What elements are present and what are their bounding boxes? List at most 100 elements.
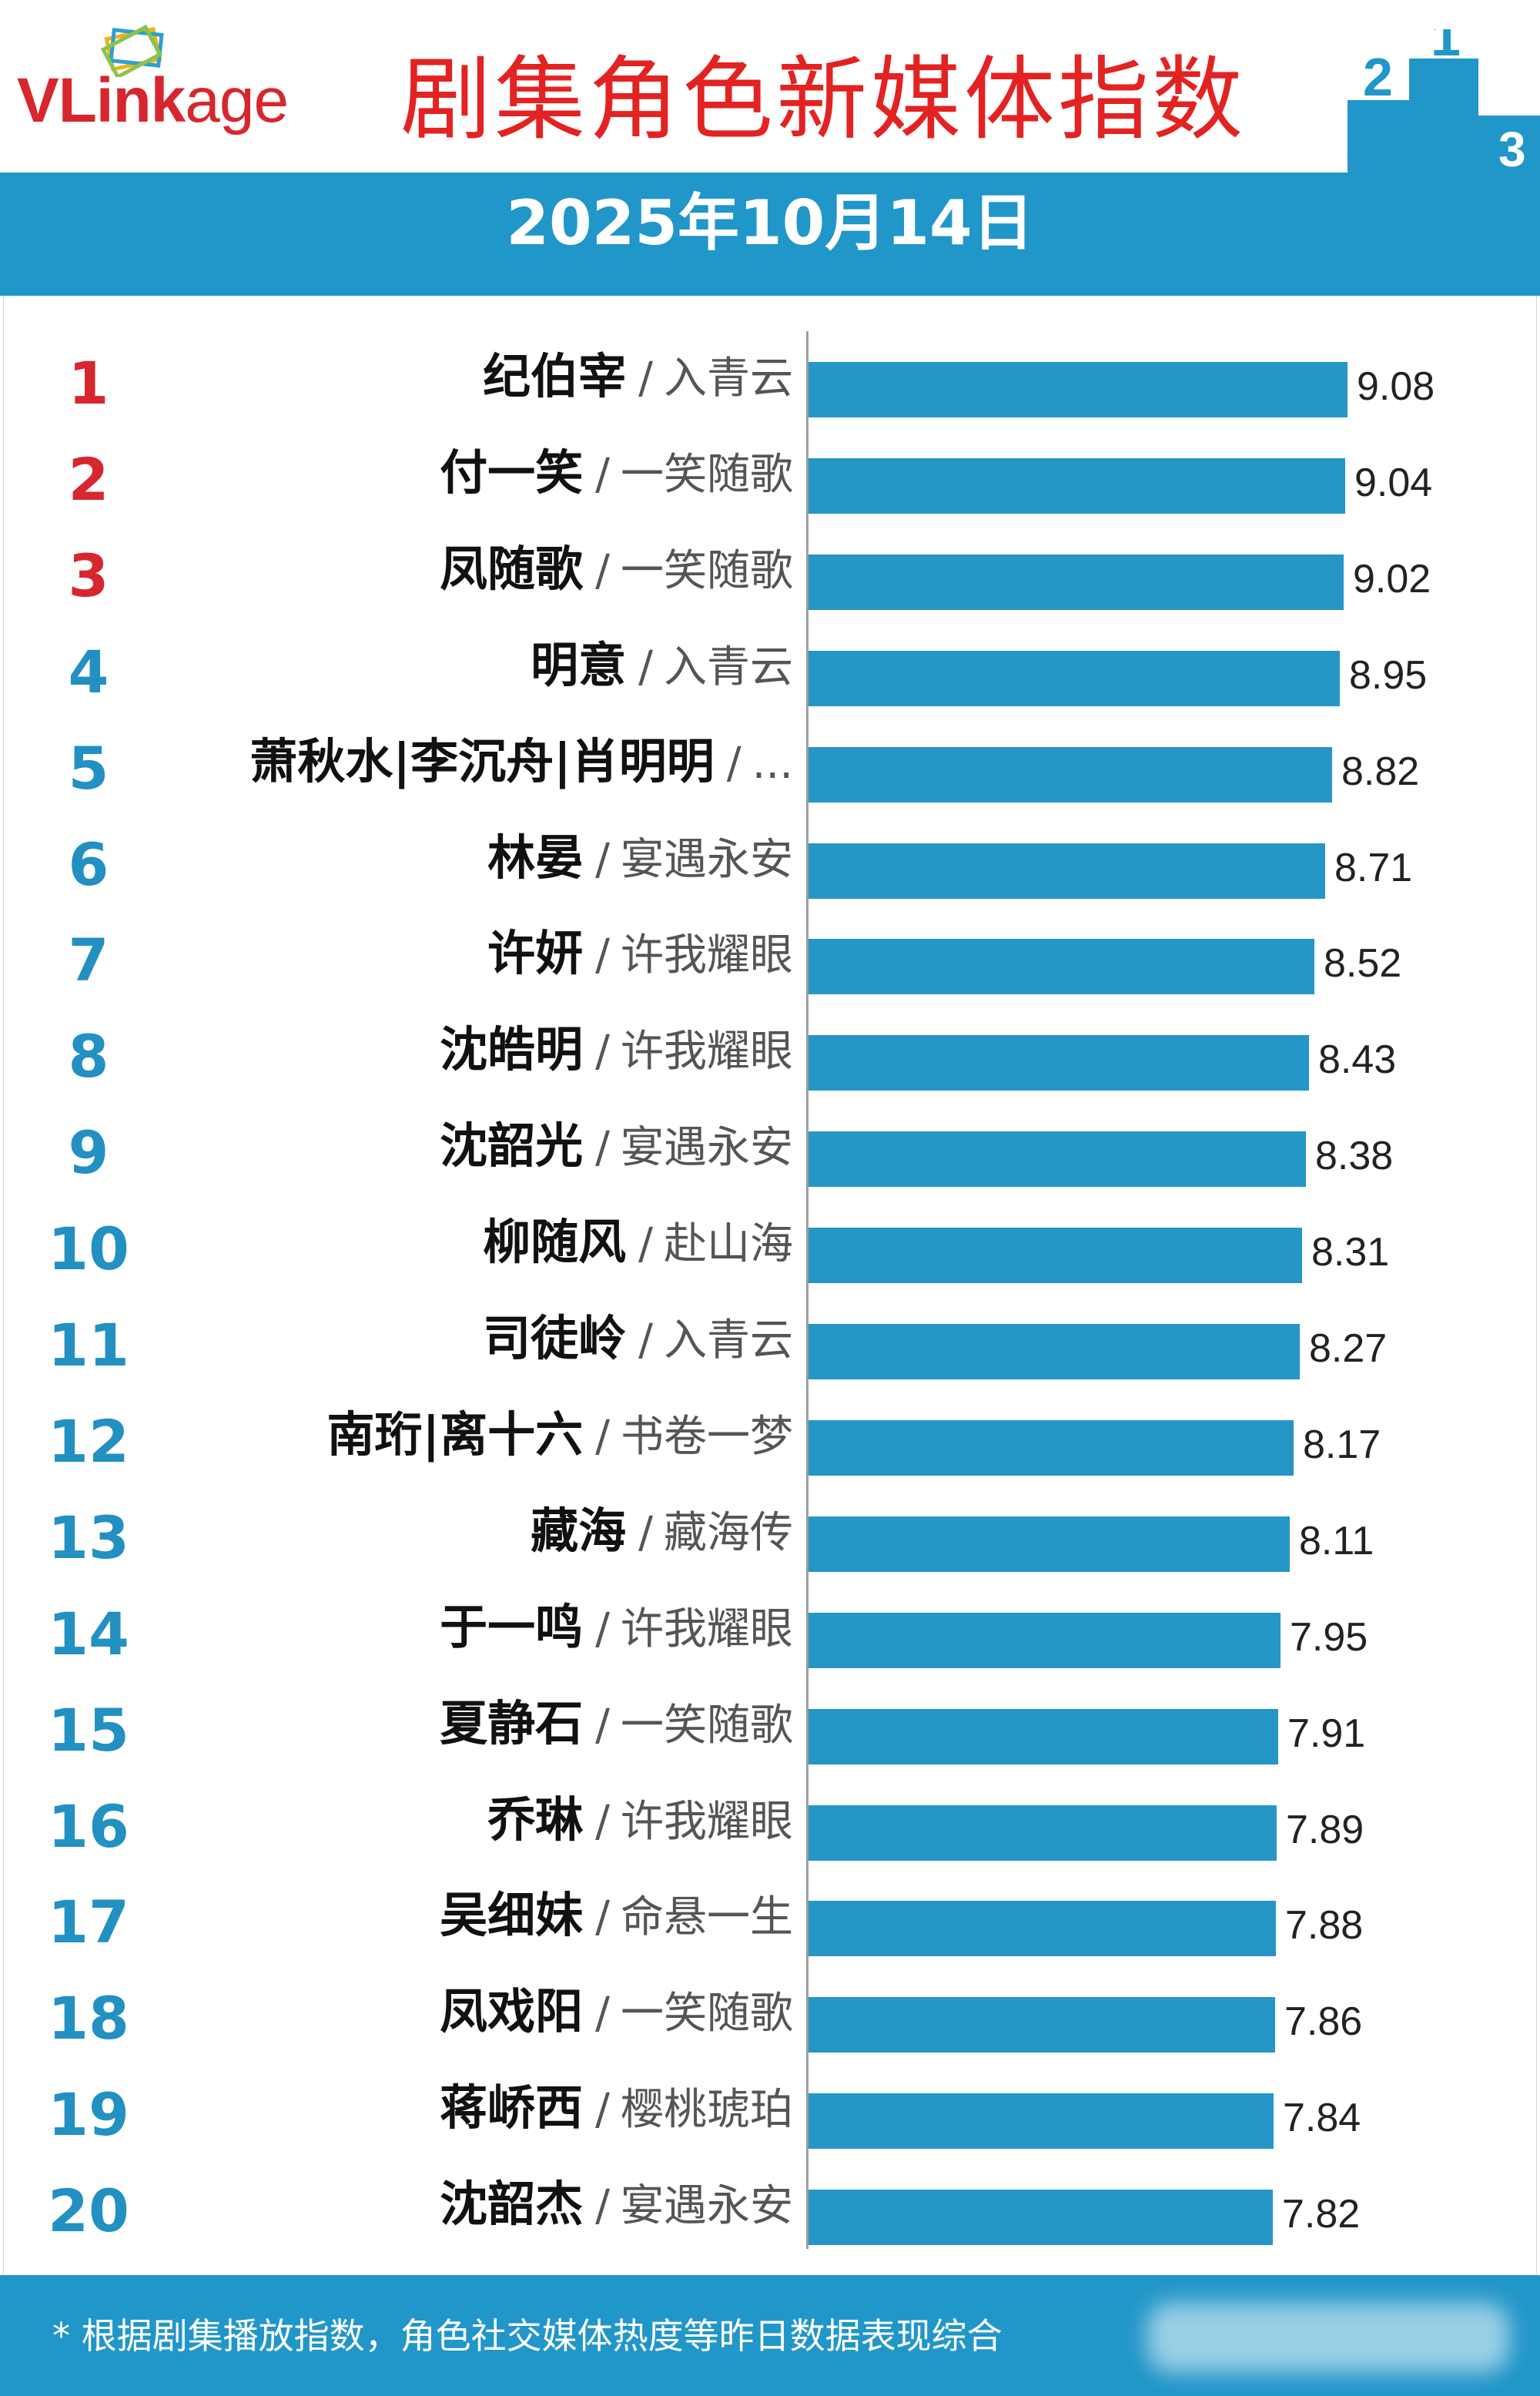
label-separator: / — [638, 642, 653, 692]
label-separator: / — [638, 1219, 653, 1270]
chart-axis-line — [806, 331, 808, 2249]
logo-text-bold: VLink — [17, 65, 186, 136]
drama-title: 入青云 — [664, 354, 793, 404]
date-band — [0, 173, 1540, 296]
category-label: 凤随歌 / 一笑随歌 — [440, 545, 793, 593]
header: VLinkage 剧集角色新媒体指数 2 1 3 — [0, 0, 1540, 173]
character-name: 凤戏阳 — [440, 1983, 584, 2040]
drama-title: 宴遇永安 — [621, 1123, 793, 1174]
data-label: 8.71 — [1334, 845, 1413, 890]
chart-row: 7 许妍 / 许我耀眼 8.52 — [0, 913, 1540, 1008]
podium-number-1: 1 — [1431, 29, 1461, 67]
chart-row: 19 蒋峤西 / 樱桃琥珀 7.84 — [0, 2067, 1540, 2163]
drama-title: 许我耀眼 — [621, 1603, 793, 1654]
chart-row: 10 柳随风 / 赴山海 8.31 — [0, 1201, 1540, 1297]
category-label: 萧秋水|李沉舟|肖明明 /... — [249, 737, 793, 786]
rank-number: 5 — [68, 733, 109, 803]
label-separator: / — [638, 354, 653, 404]
category-label: 凤戏阳 / 一笑随歌 — [440, 1988, 793, 2036]
drama-title: 命悬一生 — [621, 1892, 793, 1943]
label-separator: / — [595, 1700, 610, 1751]
data-label: 9.08 — [1357, 364, 1435, 409]
label-separator: / — [595, 1123, 610, 1174]
chart-bar — [808, 939, 1314, 995]
category-label: 于一鸣 / 许我耀眼 — [440, 1603, 793, 1651]
data-label: 7.88 — [1285, 1903, 1364, 1949]
podium-number-2: 2 — [1363, 47, 1393, 107]
chart-bar — [808, 650, 1340, 706]
drama-title: 一笑随歌 — [621, 1989, 793, 2039]
rank-number: 13 — [48, 1503, 129, 1572]
chart-bar — [808, 746, 1332, 803]
character-name: 许妍 — [487, 925, 584, 982]
category-label: 夏静石 / 一笑随歌 — [440, 1699, 793, 1751]
character-name: 乔琳 — [487, 1791, 584, 1848]
chart-bar — [808, 1805, 1277, 1861]
chart-bar — [808, 1324, 1300, 1379]
label-separator: / — [595, 1796, 610, 1847]
category-label: 柳随风 / 赴山海 — [483, 1218, 793, 1266]
label-separator: / — [595, 1411, 610, 1462]
rank-number: 4 — [68, 637, 109, 706]
chart-bar — [808, 1708, 1278, 1764]
character-name: 付一笑 — [440, 444, 584, 501]
rank-number: 6 — [68, 829, 109, 899]
rank-number: 12 — [48, 1406, 129, 1476]
category-label: 纪伯宰 / 入青云 — [483, 353, 793, 400]
character-name: 柳随风 — [483, 1214, 627, 1271]
podium-number-3: 3 — [1498, 122, 1526, 173]
character-name: 夏静石 — [440, 1694, 584, 1751]
chart-row: 11 司徒岭 / 入青云 8.27 — [0, 1298, 1540, 1393]
data-label: 7.89 — [1286, 1807, 1364, 1852]
logo-frames-icon — [100, 24, 164, 77]
chart-bar — [808, 1516, 1290, 1572]
chart-bar — [808, 1131, 1306, 1188]
category-label: 蒋峤西 / 樱桃琥珀 — [440, 2084, 793, 2132]
data-label: 8.11 — [1299, 1518, 1374, 1563]
character-name: 司徒岭 — [483, 1310, 627, 1366]
drama-title: 书卷一梦 — [621, 1411, 793, 1462]
rank-number: 15 — [48, 1695, 129, 1764]
character-name: 吴细妹 — [440, 1887, 584, 1944]
data-label: 7.84 — [1283, 2096, 1361, 2141]
chart-bar — [808, 457, 1345, 514]
category-label: 许妍 / 许我耀眼 — [487, 930, 793, 977]
category-label: 付一笑 / 一笑随歌 — [440, 448, 793, 497]
category-label: 藏海 / 藏海传 — [531, 1506, 793, 1555]
chart-bar — [808, 2093, 1274, 2150]
category-label: 沈韶杰 / 宴遇永安 — [440, 2180, 793, 2228]
watermark-smudge — [1147, 2303, 1509, 2372]
drama-title: 宴遇永安 — [621, 834, 793, 885]
category-label: 沈皓明 / 许我耀眼 — [440, 1026, 793, 1074]
chart-bar — [808, 2190, 1273, 2246]
chart-bar — [808, 362, 1348, 417]
label-separator: / — [595, 1989, 610, 2039]
podium-icon: 2 1 3 — [1348, 29, 1540, 173]
chart-row: 5 萧秋水|李沉舟|肖明明 /... 8.82 — [0, 721, 1540, 816]
rank-number: 18 — [48, 1984, 129, 2053]
character-name: 藏海 — [531, 1502, 627, 1559]
drama-title: 许我耀眼 — [621, 1796, 793, 1847]
data-label: 9.04 — [1354, 460, 1433, 505]
data-label: 7.95 — [1290, 1614, 1368, 1660]
data-label: 8.82 — [1341, 749, 1420, 794]
label-separator: / — [595, 545, 610, 596]
chart-row: 20 沈韶杰 / 宴遇永安 7.82 — [0, 2163, 1540, 2259]
category-label: 林晏 / 宴遇永安 — [487, 833, 793, 885]
vlinkage-logo: VLinkage — [17, 23, 340, 146]
chart-row: 2 付一笑 / 一笑随歌 9.04 — [0, 432, 1540, 528]
rank-number: 14 — [48, 1599, 129, 1668]
category-label: 吴细妹 / 命悬一生 — [440, 1892, 793, 1939]
character-name: 沈韶光 — [440, 1118, 584, 1175]
logo-wordmark: VLinkage — [17, 69, 289, 132]
data-label: 8.27 — [1309, 1326, 1388, 1371]
label-separator: / — [595, 930, 610, 981]
drama-title: 许我耀眼 — [621, 1027, 793, 1077]
label-separator: / — [595, 834, 610, 885]
data-label: 7.82 — [1282, 2192, 1361, 2237]
rank-number: 3 — [68, 541, 109, 610]
chart-row: 3 凤随歌 / 一笑随歌 9.02 — [0, 528, 1540, 624]
rank-number: 1 — [68, 349, 109, 417]
rank-number: 9 — [68, 1118, 109, 1188]
data-label: 7.91 — [1287, 1711, 1366, 1756]
